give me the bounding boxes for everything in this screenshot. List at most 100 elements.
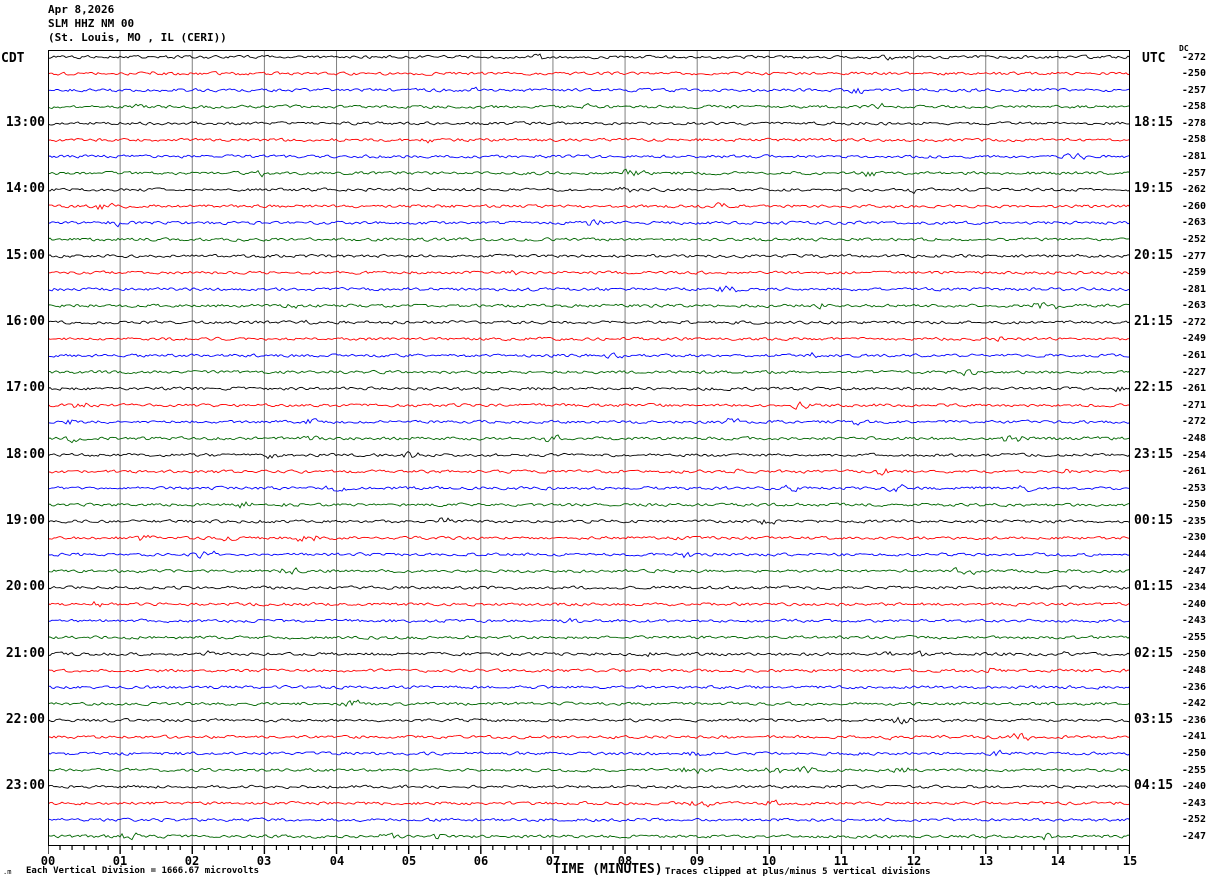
trace-blue-46 xyxy=(48,817,1130,823)
dc-offset-value-3: -258 xyxy=(1181,101,1206,112)
trace-red-5 xyxy=(48,137,1130,144)
cdt-hour-label-6: 19:00 xyxy=(5,513,45,528)
trace-red-9 xyxy=(48,202,1130,211)
trace-red-1 xyxy=(48,71,1130,76)
cdt-hour-label-2: 15:00 xyxy=(5,248,45,263)
trace-blue-14 xyxy=(48,285,1130,293)
trace-black-16 xyxy=(48,319,1130,325)
dc-offset-value-22: -272 xyxy=(1181,416,1206,427)
dc-offset-value-0: -272 xyxy=(1181,52,1206,63)
trace-red-29 xyxy=(48,534,1130,542)
dc-offset-value-17: -249 xyxy=(1181,333,1206,344)
dc-offset-value-41: -241 xyxy=(1181,731,1206,742)
dc-offset-value-18: -261 xyxy=(1181,350,1206,361)
dc-offset-value-42: -250 xyxy=(1181,748,1206,759)
dc-offset-value-6: -281 xyxy=(1181,151,1206,162)
dc-offset-value-21: -271 xyxy=(1181,400,1206,411)
dc-offset-value-5: -258 xyxy=(1181,134,1206,145)
trace-black-12 xyxy=(48,253,1130,259)
dc-offset-value-47: -247 xyxy=(1181,831,1206,842)
trace-red-17 xyxy=(48,336,1130,342)
header-station: SLM HHZ NM 00 xyxy=(48,17,135,30)
utc-hour-label-8: 02:15 xyxy=(1134,646,1174,661)
trace-black-32 xyxy=(48,585,1130,590)
trace-green-39 xyxy=(48,699,1130,707)
dc-offset-value-11: -252 xyxy=(1181,234,1206,245)
dc-offset-value-16: -272 xyxy=(1181,317,1206,328)
x-tick-label-1: 01 xyxy=(112,854,128,868)
watermark: .m xyxy=(3,868,12,876)
utc-hour-label-7: 01:15 xyxy=(1134,579,1174,594)
dc-offset-value-15: -263 xyxy=(1181,300,1206,311)
trace-red-37 xyxy=(48,667,1130,673)
dc-column-header: DC xyxy=(1179,44,1189,53)
x-tick-label-13: 13 xyxy=(978,854,994,868)
dc-offset-value-7: -257 xyxy=(1181,168,1206,179)
trace-blue-38 xyxy=(48,684,1130,690)
header-date: Apr 8,2026 xyxy=(48,3,115,16)
trace-blue-2 xyxy=(48,86,1130,95)
dc-offset-value-46: -252 xyxy=(1181,814,1206,825)
trace-green-15 xyxy=(48,302,1130,310)
dc-offset-value-31: -247 xyxy=(1181,566,1206,577)
dc-offset-value-37: -248 xyxy=(1181,665,1206,676)
x-tick-label-7: 07 xyxy=(545,854,561,868)
dc-offset-value-34: -243 xyxy=(1181,615,1206,626)
dc-offset-value-9: -260 xyxy=(1181,201,1206,212)
dc-offset-value-30: -244 xyxy=(1181,549,1206,560)
trace-blue-18 xyxy=(48,351,1130,359)
trace-red-13 xyxy=(48,269,1130,276)
utc-hour-label-3: 21:15 xyxy=(1134,314,1174,329)
dc-offset-value-26: -253 xyxy=(1181,483,1206,494)
trace-green-47 xyxy=(48,832,1130,841)
header-location: (St. Louis, MO , IL (CERI)) xyxy=(48,31,227,44)
trace-green-35 xyxy=(48,635,1130,640)
dc-offset-value-12: -277 xyxy=(1181,251,1206,262)
trace-red-21 xyxy=(48,401,1130,410)
dc-offset-value-27: -250 xyxy=(1181,499,1206,510)
cdt-hour-label-3: 16:00 xyxy=(5,314,45,329)
cdt-hour-label-5: 18:00 xyxy=(5,447,45,462)
utc-hour-label-10: 04:15 xyxy=(1134,778,1174,793)
trace-black-4 xyxy=(48,121,1130,126)
trace-blue-22 xyxy=(48,417,1130,426)
dc-offset-value-29: -230 xyxy=(1181,532,1206,543)
dc-offset-value-19: -227 xyxy=(1181,367,1206,378)
trace-black-28 xyxy=(48,517,1130,526)
dc-offset-value-38: -236 xyxy=(1181,682,1206,693)
dc-offset-value-32: -234 xyxy=(1181,582,1206,593)
trace-green-23 xyxy=(48,434,1130,444)
clip-note: Traces clipped at plus/minus 5 vertical … xyxy=(665,867,931,877)
scale-note: Each Vertical Division = 1666.67 microvo… xyxy=(26,866,259,876)
x-tick-label-0: 00 xyxy=(40,854,56,868)
helicorder-plot xyxy=(48,50,1130,854)
cdt-hour-label-7: 20:00 xyxy=(5,579,45,594)
cdt-hour-label-8: 21:00 xyxy=(5,646,45,661)
trace-black-44 xyxy=(48,784,1130,789)
trace-green-31 xyxy=(48,567,1130,576)
dc-offset-value-39: -242 xyxy=(1181,698,1206,709)
trace-red-33 xyxy=(48,600,1130,608)
trace-blue-10 xyxy=(48,218,1130,228)
trace-blue-6 xyxy=(48,152,1130,160)
x-axis-title: TIME (MINUTES) xyxy=(553,862,663,877)
trace-red-25 xyxy=(48,468,1130,476)
x-tick-label-10: 10 xyxy=(761,854,777,868)
dc-offset-value-45: -243 xyxy=(1181,798,1206,809)
dc-offset-value-40: -236 xyxy=(1181,715,1206,726)
trace-black-24 xyxy=(48,451,1130,460)
x-tick-label-9: 09 xyxy=(689,854,705,868)
dc-offset-value-36: -250 xyxy=(1181,649,1206,660)
trace-black-40 xyxy=(48,716,1130,725)
trace-black-36 xyxy=(48,650,1130,658)
dc-offset-value-4: -278 xyxy=(1181,118,1206,129)
trace-green-11 xyxy=(48,237,1130,242)
trace-green-3 xyxy=(48,102,1130,110)
utc-hour-label-4: 22:15 xyxy=(1134,380,1174,395)
dc-offset-value-28: -235 xyxy=(1181,516,1206,527)
dc-offset-value-24: -254 xyxy=(1181,450,1206,461)
utc-hour-label-5: 23:15 xyxy=(1134,447,1174,462)
dc-offset-value-44: -240 xyxy=(1181,781,1206,792)
utc-hour-label-1: 19:15 xyxy=(1134,181,1174,196)
